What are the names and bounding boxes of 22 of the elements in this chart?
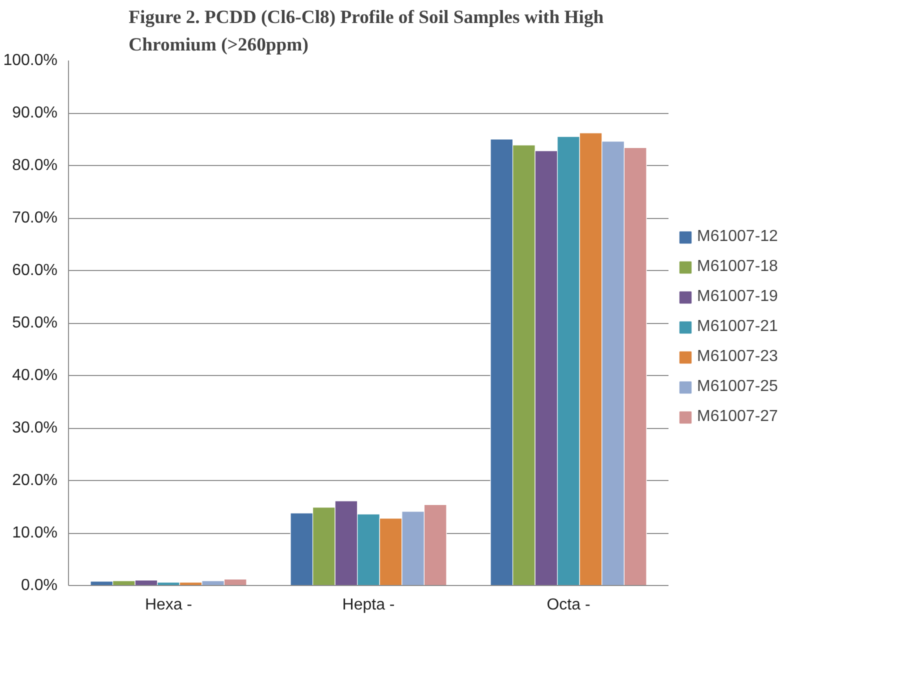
- chart-title: Figure 2. PCDD (Cl6-Cl8) Profile of Soil Samples with High Chromium (>260ppm): [128, 7, 604, 56]
- y-tick-label: 10.0%: [12, 524, 58, 542]
- y-tick-label: 100.0%: [3, 52, 58, 69]
- legend-label: M61007-21: [697, 318, 778, 336]
- y-tick-label: 40.0%: [12, 367, 58, 384]
- x-tick-label: Octa -: [546, 596, 590, 614]
- y-tick-label: 70.0%: [12, 210, 58, 226]
- legend-label: M61007-23: [697, 348, 778, 366]
- legend-label: M61007-12: [697, 228, 778, 246]
- y-tick-label: 60.0%: [12, 262, 58, 279]
- y-tick-label: 90.0%: [12, 104, 58, 122]
- x-tick-label: Hepta -: [342, 596, 395, 614]
- y-tick-label: 0.0%: [21, 577, 58, 594]
- legend-label: M61007-27: [697, 408, 778, 426]
- y-tick-label: 30.0%: [12, 420, 58, 436]
- y-tick-label: 50.0%: [12, 314, 58, 332]
- x-tick-label: Hexa -: [144, 596, 192, 614]
- legend-label: M61007-25: [697, 378, 778, 396]
- y-tick-label: 80.0%: [12, 157, 58, 174]
- legend-label: M61007-18: [697, 258, 778, 276]
- y-tick-label: 20.0%: [12, 472, 58, 489]
- legend-label: M61007-19: [697, 288, 778, 306]
